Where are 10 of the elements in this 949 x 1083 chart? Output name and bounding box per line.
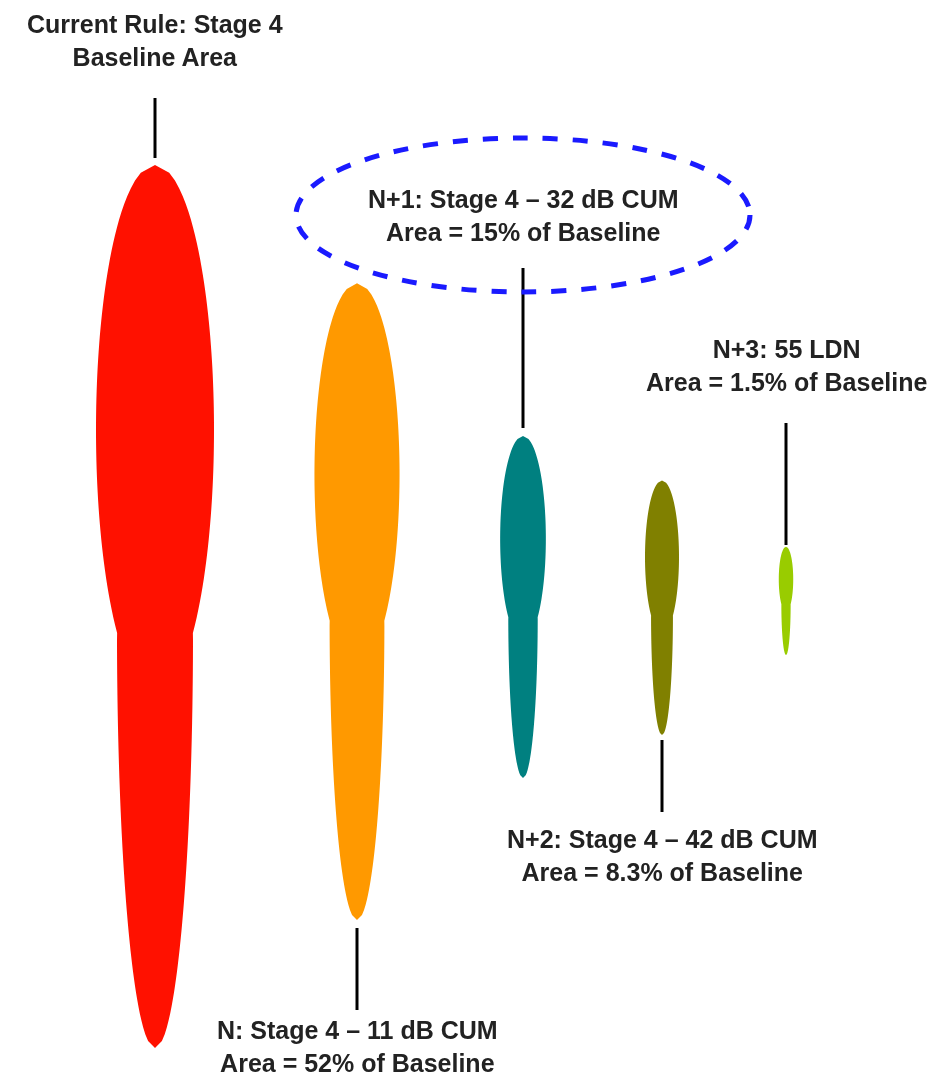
category-label: N+1: Stage 4 – 32 dB CUM: [368, 185, 679, 213]
data-label: Baseline Area: [72, 42, 239, 71]
category-label: N+2: Stage 4 – 42 dB CUM: [507, 825, 818, 853]
category-label: N+3: 55 LDN: [712, 335, 861, 363]
data-label: Area = 8.3% of Baseline: [521, 857, 804, 886]
category-label: N: Stage 4 – 11 dB CUM: [217, 1016, 498, 1044]
category-label: Current Rule: Stage 4: [27, 10, 283, 38]
data-label: Area = 1.5% of Baseline: [646, 367, 928, 396]
data-label: Area = 15% of Baseline: [386, 217, 661, 246]
data-label: Area = 52% of Baseline: [220, 1048, 495, 1077]
